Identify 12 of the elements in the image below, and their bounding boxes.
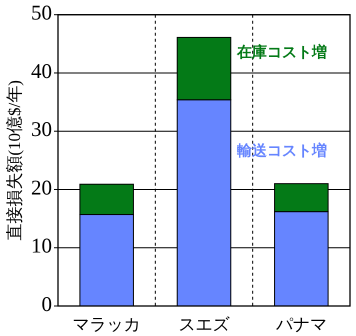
y-tick-label: 40 [31,58,52,83]
y-tick-label: 30 [31,117,52,142]
series-label: 輸送コスト増 [236,141,327,160]
x-tick-label: マラッカ [72,314,141,334]
y-tick-label: 0 [42,292,52,316]
x-tick-label: スエズ [178,314,230,334]
y-tick-label: 10 [31,234,52,258]
y-tick-label: 50 [31,0,52,25]
y-tick-label: 20 [31,175,52,200]
series-label: 在庫コスト増 [236,43,327,62]
x-tick-label: パナマ [274,314,327,334]
y-axis-title: 直接損失額(10億$/年) [4,80,24,241]
